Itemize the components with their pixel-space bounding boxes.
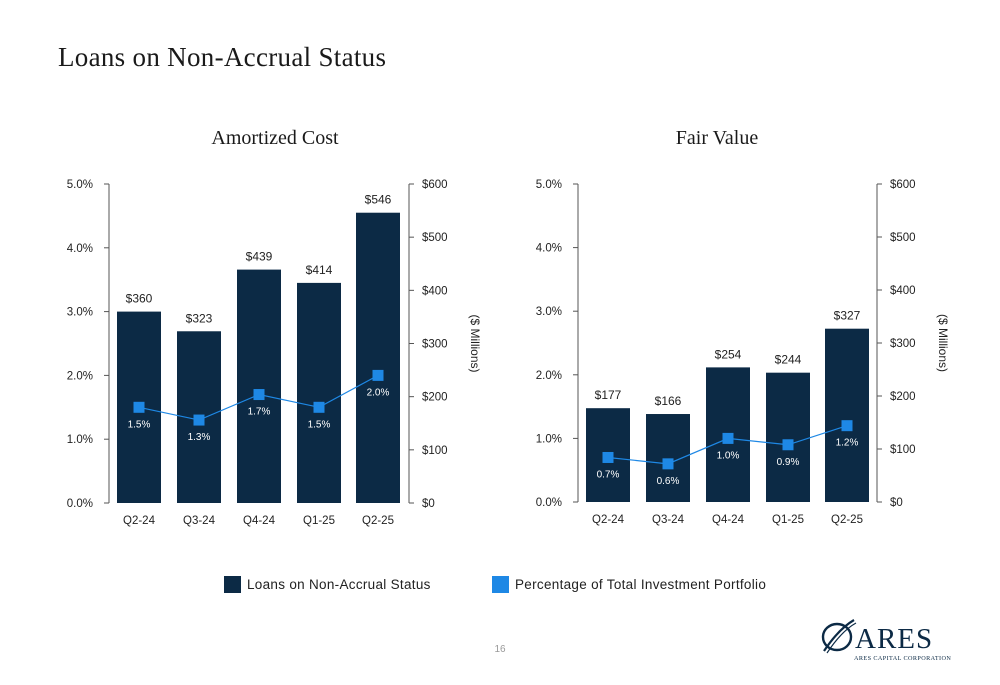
right-tick-label: $600 [890, 179, 916, 191]
percentage-marker [841, 420, 853, 432]
percentage-label: 2.0% [367, 387, 390, 398]
category-label: Q4-24 [712, 514, 745, 526]
percentage-marker [253, 389, 265, 401]
category-label: Q2-24 [592, 514, 625, 526]
right-tick-label: $400 [422, 285, 448, 297]
legend-item-percentage: Percentage of Total Investment Portfolio [492, 576, 766, 593]
right-tick-label: $300 [890, 338, 916, 350]
right-tick-label: $500 [422, 232, 448, 244]
percentage-label: 1.3% [188, 432, 211, 443]
right-tick-label: $600 [422, 179, 448, 191]
ares-emblem-icon [821, 619, 857, 654]
legend-label: Loans on Non-Accrual Status [247, 577, 431, 592]
percentage-label: 1.2% [836, 438, 859, 449]
right-tick-label: $0 [890, 497, 903, 509]
bar-value-label: $323 [186, 311, 213, 325]
category-label: Q1-25 [303, 515, 335, 527]
bar [237, 269, 281, 503]
right-tick-label: $200 [890, 391, 916, 403]
percentage-marker [133, 401, 145, 413]
percentage-label: 1.7% [248, 407, 271, 418]
right-tick-label: $300 [422, 339, 448, 351]
category-label: Q1-25 [772, 514, 804, 526]
legend-swatch-line [492, 576, 509, 593]
bar-value-label: $244 [775, 353, 802, 367]
bar [766, 372, 810, 502]
right-tick-label: $100 [890, 444, 916, 456]
right-tick-label: $0 [422, 498, 435, 510]
category-label: Q3-24 [652, 514, 685, 526]
percentage-marker [602, 451, 614, 463]
left-tick-label: 3.0% [536, 306, 562, 318]
bar [356, 212, 400, 503]
left-tick-label: 0.0% [536, 497, 562, 509]
logo-wordmark: ARES [855, 623, 933, 655]
bar-value-label: $439 [246, 250, 273, 264]
left-tick-label: 4.0% [536, 243, 562, 255]
right-axis-label: ($ Millions) [468, 314, 482, 372]
percentage-label: 0.9% [777, 457, 800, 468]
right-tick-label: $400 [890, 285, 916, 297]
chart-title: Fair Value [676, 127, 759, 149]
percentage-label: 1.5% [128, 419, 151, 430]
legend-item-non-accrual: Loans on Non-Accrual Status [224, 576, 431, 593]
category-label: Q4-24 [243, 515, 276, 527]
percentage-marker [313, 401, 325, 413]
percentage-marker [372, 369, 384, 381]
charts-canvas: Amortized Cost 0.0% 1.0% 2.0% 3.0% 4.0% 5.0% $0… [67, 127, 950, 527]
left-tick-label: 4.0% [67, 243, 93, 255]
logo-subtitle: ARES CAPITAL CORPORATION [854, 655, 951, 662]
legend: Loans on Non-Accrual Status Percentage o… [0, 576, 1000, 596]
legend-label: Percentage of Total Investment Portfolio [515, 577, 767, 592]
percentage-label: 0.7% [597, 469, 620, 480]
left-tick-label: 0.0% [67, 498, 93, 510]
bar-value-label: $327 [834, 309, 861, 323]
page-number: 16 [494, 644, 506, 655]
bar [646, 414, 690, 502]
bar-value-label: $360 [126, 292, 153, 306]
percentage-marker [193, 414, 205, 426]
right-axis-label: ($ Millions) [936, 314, 950, 372]
left-tick-label: 1.0% [536, 433, 562, 445]
percentage-label: 1.0% [717, 450, 740, 461]
bar-value-label: $414 [306, 263, 333, 277]
right-tick-label: $500 [890, 232, 916, 244]
bar [297, 282, 341, 503]
legend-swatch-bar [224, 576, 241, 593]
category-label: Q3-24 [183, 515, 216, 527]
percentage-label: 0.6% [657, 476, 680, 487]
left-tick-label: 5.0% [67, 179, 93, 191]
right-tick-label: $100 [422, 445, 448, 457]
left-tick-label: 1.0% [67, 434, 93, 446]
left-tick-label: 5.0% [536, 179, 562, 191]
bar-value-label: $546 [365, 193, 392, 207]
left-tick-label: 3.0% [67, 307, 93, 319]
bar-value-label: $177 [595, 388, 622, 402]
percentage-marker [782, 439, 794, 451]
chart-title: Amortized Cost [211, 127, 339, 149]
bar-value-label: $166 [655, 394, 682, 408]
category-label: Q2-25 [362, 515, 394, 527]
percentage-label: 1.5% [308, 419, 331, 430]
page-title: Loans on Non-Accrual Status [58, 42, 387, 72]
bar [825, 328, 869, 502]
bar-value-label: $254 [715, 347, 742, 361]
ares-logo: ARES ARES CAPITAL CORPORATION [821, 619, 951, 662]
category-label: Q2-24 [123, 515, 156, 527]
percentage-marker [722, 432, 734, 444]
right-tick-label: $200 [422, 392, 448, 404]
percentage-marker [662, 458, 674, 470]
category-label: Q2-25 [831, 514, 863, 526]
left-tick-label: 2.0% [536, 370, 562, 382]
left-tick-label: 2.0% [67, 370, 93, 382]
